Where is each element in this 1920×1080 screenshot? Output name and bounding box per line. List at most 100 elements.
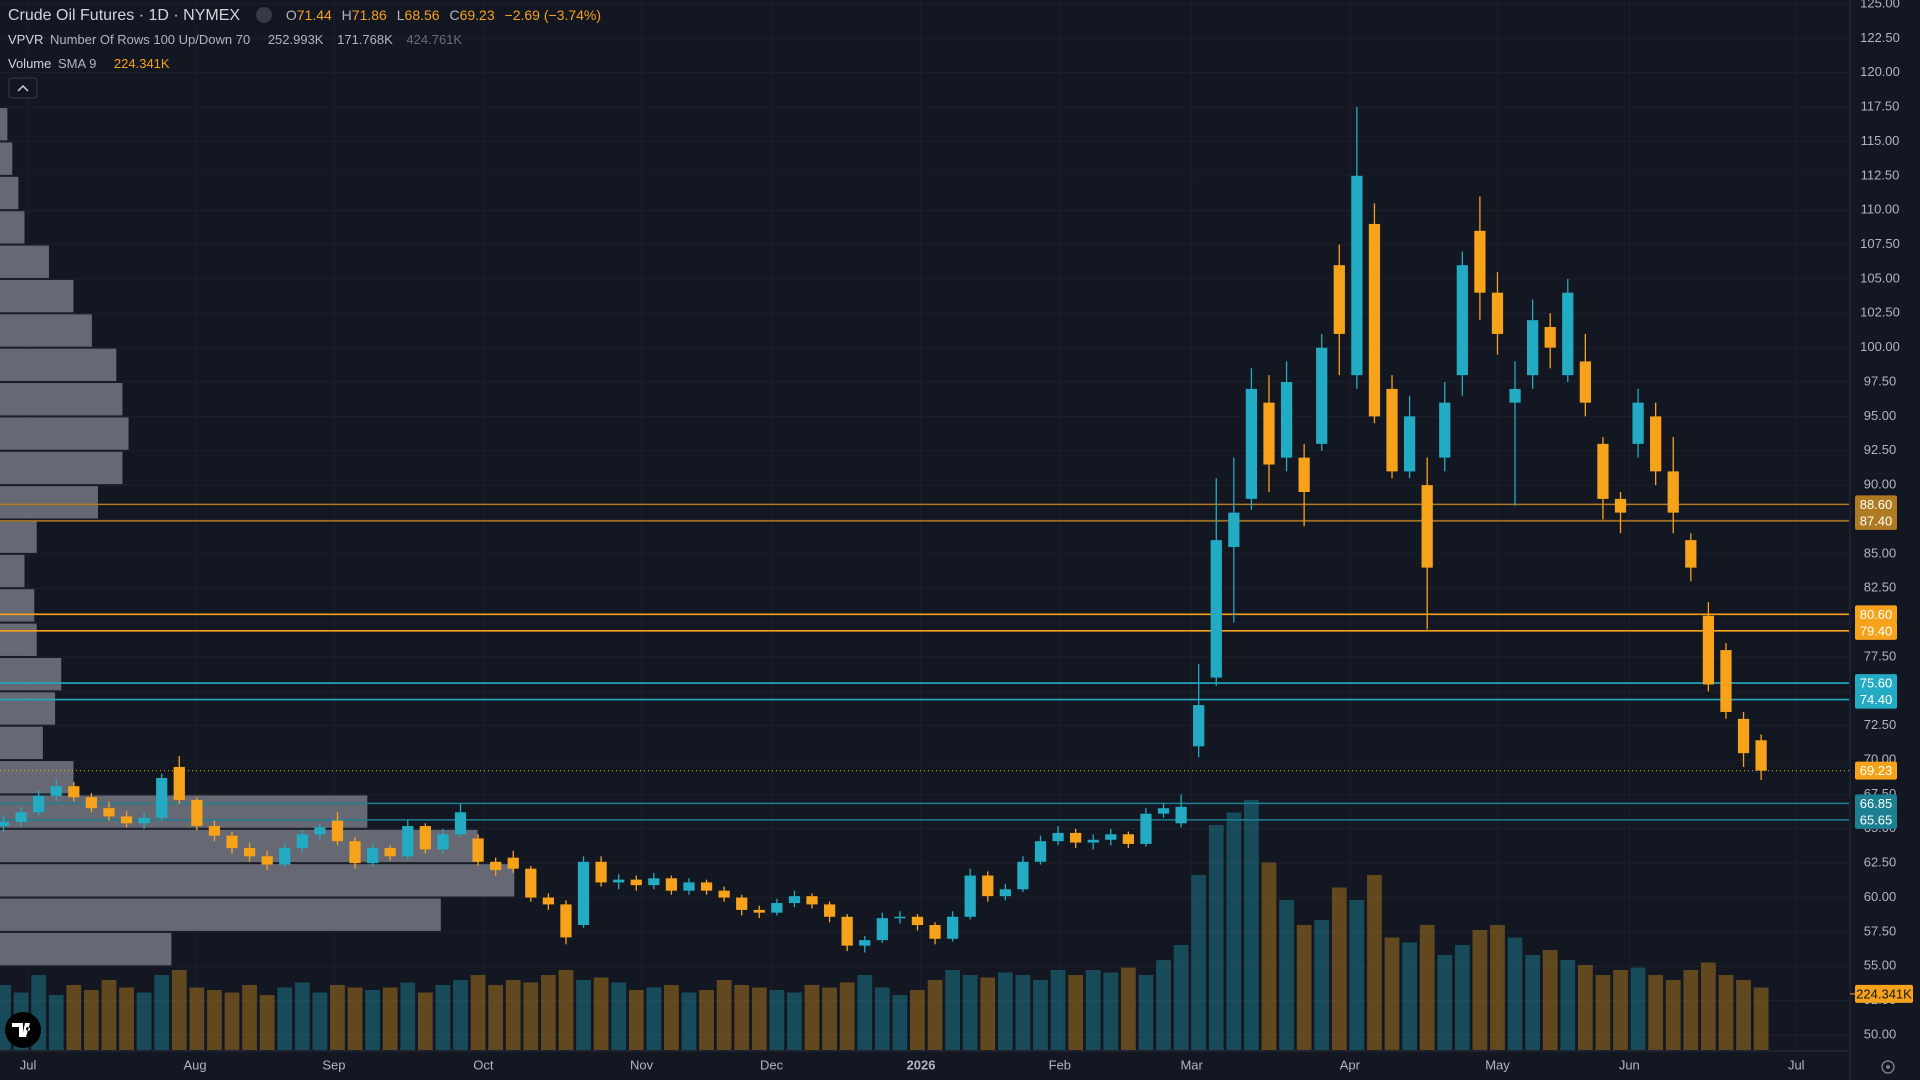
profile-bar [0, 245, 49, 278]
settings-button[interactable] [1881, 1060, 1895, 1074]
candle-body [1562, 292, 1574, 376]
symbol-title[interactable]: Crude Oil Futures · 1D · NYMEX [8, 7, 241, 24]
collapse-button[interactable] [8, 77, 38, 99]
candle-body [1509, 388, 1521, 403]
y-tick-label: 110.00 [1861, 202, 1900, 217]
candle-body [718, 890, 730, 898]
volume-bar [171, 970, 187, 1050]
volume-bar [1419, 925, 1435, 1050]
volume-bar [1226, 812, 1242, 1050]
indicator-params: SMA 9 [58, 56, 97, 71]
candle-body [1544, 327, 1556, 348]
profile-bar [0, 692, 56, 725]
volume-bar [1085, 970, 1101, 1050]
candle-body [1175, 806, 1187, 824]
volume-bar [1437, 955, 1453, 1050]
candle-body [946, 916, 959, 939]
candle-body [595, 861, 607, 883]
candle-body [859, 940, 871, 946]
indicator-value: 224.341K [113, 56, 170, 71]
candle-body [1017, 861, 1029, 890]
volume-bar [839, 982, 855, 1050]
vpvr-legend[interactable]: VPVR Number Of Rows 100 Up/Down 70 252.9… [8, 32, 468, 47]
y-tick-label: 102.50 [1860, 305, 1900, 320]
candle-body [490, 861, 502, 871]
volume-bar [505, 980, 521, 1050]
candle-body [1122, 834, 1135, 844]
profile-bar [0, 761, 74, 794]
volume-bar [1349, 900, 1365, 1050]
volume-bar [1384, 937, 1400, 1050]
volume-bar [558, 970, 574, 1050]
y-tick-label: 122.50 [1860, 30, 1900, 45]
price-label: 79.40 [1860, 623, 1893, 638]
volume-bar [576, 980, 591, 1050]
grid-layer [0, 0, 1849, 1050]
volume-bar [593, 977, 609, 1050]
y-tick-label: 85.00 [1864, 545, 1897, 560]
volume-bar [1542, 950, 1558, 1050]
volume-bar [1753, 987, 1769, 1050]
ohlc-value: 69.23 [459, 7, 495, 23]
x-tick-label: Nov [630, 1057, 654, 1072]
volume-bar [189, 987, 205, 1050]
gear-icon [1881, 1060, 1895, 1074]
volume-bar [769, 990, 785, 1050]
candle-body [138, 817, 150, 824]
candle-body [1105, 834, 1117, 840]
price-label-box [1855, 605, 1897, 624]
volume-bar [101, 980, 117, 1050]
volume-bar [646, 987, 662, 1050]
profile-bar [0, 279, 74, 313]
volume-bar [312, 992, 328, 1050]
profile-bar [0, 417, 129, 450]
price-label: 65.65 [1860, 812, 1893, 827]
volume-bar [488, 985, 504, 1050]
profile-bar [0, 554, 25, 588]
volume-bar [699, 990, 714, 1050]
candle-body [1210, 540, 1222, 678]
price-label: 69.23 [1860, 763, 1893, 778]
candle-body [1720, 650, 1732, 712]
volume-bar [751, 987, 767, 1050]
indicator-params: Number Of Rows 100 Up/Down 70 [50, 32, 251, 47]
volume-bar [1683, 970, 1699, 1050]
volume-bar [523, 982, 539, 1050]
candle-body [876, 918, 888, 941]
candle-body [1157, 808, 1170, 814]
volume-bar [1613, 970, 1628, 1050]
volume-bar [347, 987, 363, 1050]
volume-bar [1648, 975, 1664, 1050]
volume-legend[interactable]: Volume SMA 9 224.341K [8, 56, 176, 71]
candle-body [507, 857, 519, 869]
x-tick-label: Jul [20, 1057, 37, 1072]
volume-bar [980, 977, 996, 1050]
y-tick-label: 77.50 [1864, 648, 1897, 663]
profile-bar [0, 520, 37, 553]
ohlc-key: L [396, 7, 405, 23]
candle-body [683, 882, 695, 891]
candle-body [630, 879, 642, 886]
y-tick-label: 112.50 [1861, 167, 1900, 182]
volume-bar [1454, 945, 1470, 1050]
candle-body [1527, 320, 1539, 376]
x-tick-label: Oct [473, 1057, 494, 1072]
volume-layer [0, 800, 1769, 1050]
candle-body [1228, 512, 1240, 547]
gear-center [1886, 1065, 1890, 1069]
ohlc-value: 71.86 [351, 7, 387, 23]
logo-mark [12, 1023, 31, 1037]
x-tick-label: Apr [1340, 1057, 1361, 1072]
candle-body [402, 826, 414, 857]
logo[interactable] [5, 1012, 41, 1048]
candle-body [156, 777, 168, 818]
candle-body [771, 903, 783, 913]
candle-body [1456, 265, 1468, 376]
indicator-value: 424.761K [406, 32, 463, 47]
volume-bar [1296, 925, 1312, 1050]
candle-body [700, 882, 713, 891]
y-tick-label: 50.00 [1864, 1026, 1897, 1041]
volume-label: 224.341K [1856, 986, 1912, 1001]
